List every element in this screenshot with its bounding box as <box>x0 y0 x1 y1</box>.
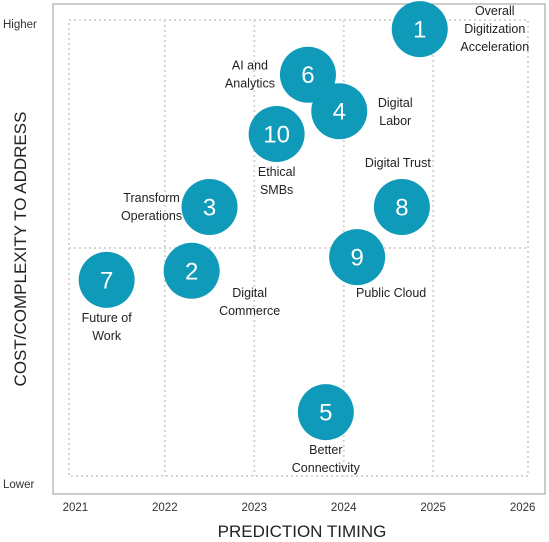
prediction-bubble: 4 Digital Labor <box>311 83 413 140</box>
prediction-bubble: 10 Ethical SMBs <box>248 106 305 197</box>
prediction-bubble: 8 Digital Trust <box>365 156 432 235</box>
bubble-number: 5 <box>319 400 332 427</box>
bubble-circle <box>248 106 305 162</box>
x-tick-label: 2021 <box>63 502 89 514</box>
bubble-label: Digital Labor <box>378 96 413 128</box>
bubble-number: 8 <box>395 194 408 221</box>
y-tick-bottom: Lower <box>3 479 34 491</box>
prediction-bubble: 3 Transform Operations <box>121 178 238 235</box>
bubble-circle <box>373 178 430 235</box>
bubble-circle <box>279 46 336 103</box>
prediction-bubble: 2 Digital Commerce <box>163 242 280 318</box>
x-tick-label: 2026 <box>510 502 536 514</box>
bubble-number: 2 <box>185 258 198 285</box>
bubble-circle <box>329 229 386 286</box>
bubble-label: Overall Digitization Acceleration <box>460 4 529 54</box>
bubble-number: 1 <box>413 17 426 44</box>
x-tick-label: 2023 <box>241 502 267 514</box>
bubble-number: 9 <box>350 245 363 272</box>
bubble-circle <box>163 242 220 299</box>
x-axis-ticks: 2021 2022 2023 2024 2025 2026 <box>63 502 536 514</box>
prediction-bubble: 1 Overall Digitization Acceleration <box>391 1 529 58</box>
bubble-label: Digital Commerce <box>219 286 280 318</box>
bubble-circle <box>391 1 448 58</box>
bubble-circle <box>181 178 238 235</box>
bubbles: 1 Overall Digitization Acceleration 6 AI and A… <box>78 1 529 475</box>
bubble-label: Public Cloud <box>356 286 426 300</box>
bubble-label: Transform Operations <box>121 191 182 223</box>
bubble-circle <box>78 251 135 308</box>
y-tick-top: Higher <box>3 19 37 31</box>
bubble-number: 6 <box>301 62 314 89</box>
x-tick-label: 2025 <box>420 502 446 514</box>
bubble-label: Digital Trust <box>365 156 432 170</box>
bubble-label: Better Connectivity <box>292 443 361 475</box>
bubble-number: 7 <box>100 267 113 294</box>
y-axis-title: COST/COMPLEXITY TO ADDRESS <box>11 112 30 387</box>
bubble-label: Future of Work <box>82 311 133 343</box>
prediction-bubble: 9 Public Cloud <box>329 229 426 300</box>
bubble-number: 3 <box>203 194 216 221</box>
x-tick-label: 2022 <box>152 502 178 514</box>
x-axis-title: PREDICTION TIMING <box>218 522 387 541</box>
bubble-circle <box>311 83 368 140</box>
prediction-bubble: 7 Future of Work <box>78 251 135 343</box>
bubble-number: 4 <box>333 99 346 126</box>
bubble-label: Ethical SMBs <box>258 165 296 197</box>
bubble-circle <box>297 384 354 441</box>
prediction-bubble: 6 AI and Analytics <box>225 46 336 103</box>
bubble-number: 10 <box>263 122 290 149</box>
x-tick-label: 2024 <box>331 502 357 514</box>
bubble-label: AI and Analytics <box>225 59 275 91</box>
prediction-bubble: 5 Better Connectivity <box>292 384 361 475</box>
